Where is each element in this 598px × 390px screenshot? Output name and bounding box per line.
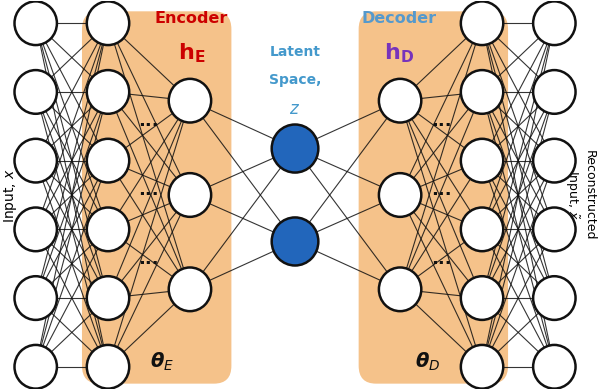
Circle shape bbox=[87, 345, 129, 388]
Circle shape bbox=[379, 79, 422, 122]
Circle shape bbox=[169, 79, 211, 122]
Circle shape bbox=[533, 2, 575, 45]
Text: Reconstructed
Input, $\tilde{x}$: Reconstructed Input, $\tilde{x}$ bbox=[563, 150, 596, 240]
Circle shape bbox=[14, 345, 57, 388]
Text: Space,: Space, bbox=[269, 73, 321, 87]
Circle shape bbox=[14, 207, 57, 251]
Circle shape bbox=[87, 70, 129, 114]
Text: ···: ··· bbox=[138, 117, 159, 135]
Circle shape bbox=[461, 139, 504, 183]
Circle shape bbox=[533, 276, 575, 320]
Text: Decoder: Decoder bbox=[361, 11, 437, 26]
Circle shape bbox=[271, 218, 318, 266]
Text: ···: ··· bbox=[138, 186, 159, 204]
Text: $\mathit{z}$: $\mathit{z}$ bbox=[289, 100, 301, 118]
Text: $\boldsymbol{\theta}_E$: $\boldsymbol{\theta}_E$ bbox=[150, 350, 175, 373]
Circle shape bbox=[14, 2, 57, 45]
Text: ···: ··· bbox=[431, 117, 452, 135]
Circle shape bbox=[461, 345, 504, 388]
Circle shape bbox=[461, 207, 504, 251]
Circle shape bbox=[533, 207, 575, 251]
Circle shape bbox=[169, 268, 211, 311]
Circle shape bbox=[461, 276, 504, 320]
FancyBboxPatch shape bbox=[359, 11, 508, 384]
Circle shape bbox=[533, 70, 575, 114]
Circle shape bbox=[461, 2, 504, 45]
Circle shape bbox=[461, 70, 504, 114]
Text: ···: ··· bbox=[431, 255, 452, 273]
Text: Encoder: Encoder bbox=[154, 11, 228, 26]
Text: ···: ··· bbox=[431, 186, 452, 204]
Circle shape bbox=[87, 2, 129, 45]
Text: $\mathbf{h_E}$: $\mathbf{h_E}$ bbox=[178, 42, 205, 66]
Circle shape bbox=[87, 207, 129, 251]
FancyBboxPatch shape bbox=[82, 11, 231, 384]
Circle shape bbox=[14, 139, 57, 183]
Circle shape bbox=[379, 173, 422, 217]
Text: Input, $\mathit{x}$: Input, $\mathit{x}$ bbox=[2, 167, 19, 223]
Circle shape bbox=[87, 276, 129, 320]
Circle shape bbox=[14, 70, 57, 114]
Circle shape bbox=[533, 345, 575, 388]
Circle shape bbox=[87, 139, 129, 183]
Text: Latent: Latent bbox=[270, 45, 321, 59]
Circle shape bbox=[533, 139, 575, 183]
Text: ···: ··· bbox=[138, 255, 159, 273]
Circle shape bbox=[271, 124, 318, 172]
Circle shape bbox=[379, 268, 422, 311]
Circle shape bbox=[14, 276, 57, 320]
Circle shape bbox=[169, 173, 211, 217]
Text: $\mathbf{h_D}$: $\mathbf{h_D}$ bbox=[384, 42, 414, 66]
Text: $\boldsymbol{\theta}_D$: $\boldsymbol{\theta}_D$ bbox=[415, 350, 440, 373]
